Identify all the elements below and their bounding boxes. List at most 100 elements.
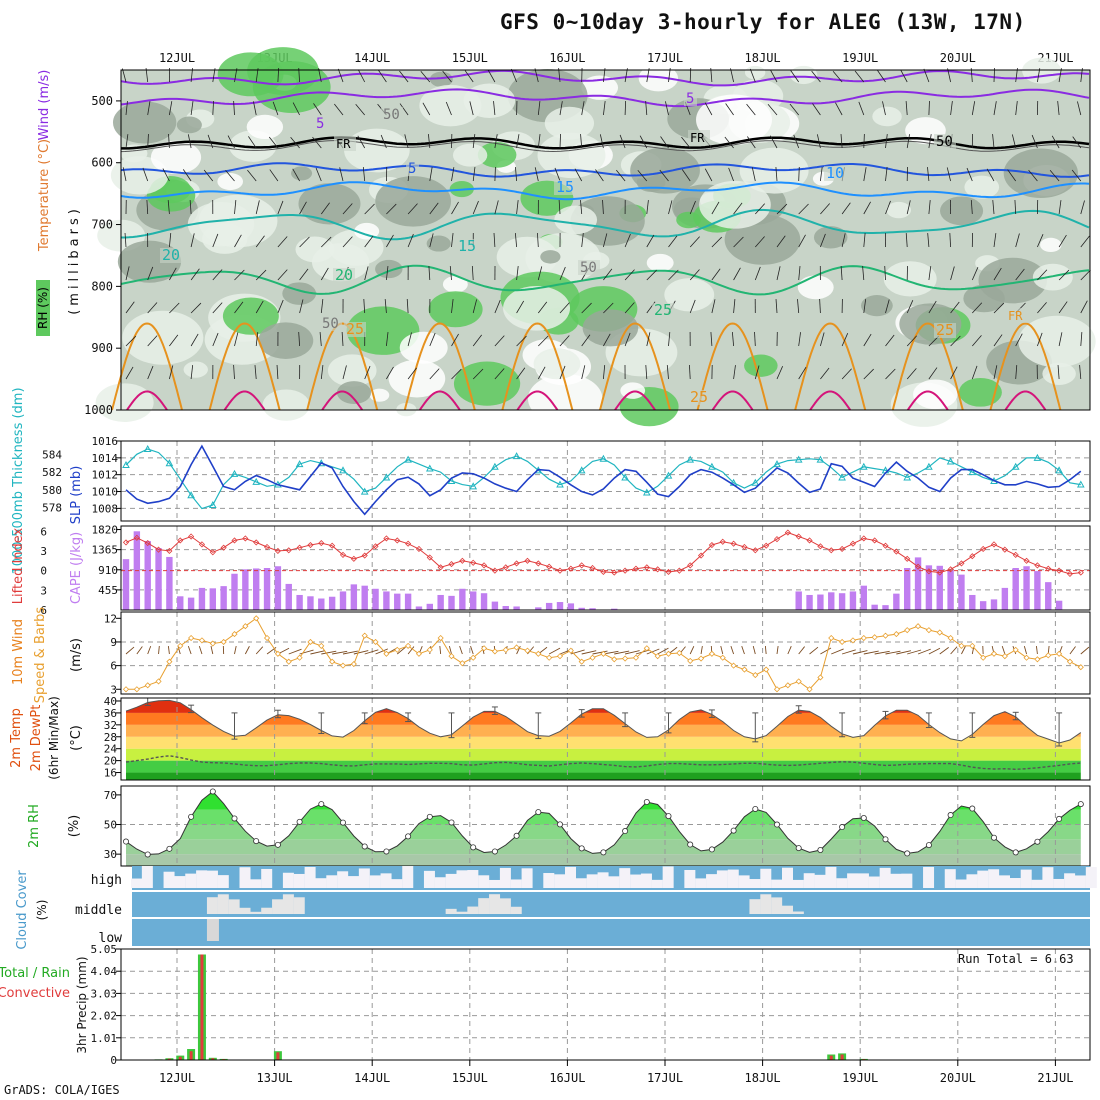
thickness-marker [469,482,478,490]
cape-bar [936,565,943,610]
wind-barb [510,68,517,83]
wind-barb [472,167,476,182]
temp-contour-25c [989,322,1062,411]
li-marker [188,533,195,540]
li-marker [980,545,987,553]
cloud-high-bar [478,875,490,888]
contour-label-bg [652,303,674,318]
rh-patch [537,132,606,179]
wind-barb-10m [939,647,949,655]
cloud-high-bar [391,879,403,888]
li-marker [383,535,390,542]
wind-speed-marker [882,632,889,639]
date-label-top: 16JUL [549,51,585,65]
wind-speed-marker [155,678,162,685]
wind-barb [1080,332,1083,347]
rh-marker [665,813,672,820]
cloud-high-bar [163,871,175,888]
date-label-top: 15JUL [452,51,488,65]
rh-unit-label: (%) [67,815,82,838]
cape-bar [426,603,433,610]
wind-barb [1058,301,1068,314]
wind-barb-10m [516,646,521,655]
wind-barb [746,103,756,116]
wind-barb [320,202,330,215]
wind-barb [1058,332,1063,347]
y-tick-label: 900 [91,341,113,355]
li-marker [513,560,520,567]
wind-barb [905,101,908,116]
wind-barb [429,202,439,215]
wind-barb [290,137,300,149]
cape-bar [394,593,401,610]
date-label-top: 17JUL [647,51,683,65]
wind-barb [624,233,631,248]
wind-barb [832,71,843,83]
thickness-marker [577,466,586,474]
rh-marker [470,844,477,851]
contour-label: 50 [383,107,400,123]
wind-barb [1080,269,1091,281]
li-marker [177,537,184,544]
wind-barb [863,201,871,215]
rh-patch [222,297,279,335]
cape-bar [459,588,466,610]
wind-barb [769,135,778,149]
wind-speed-marker [622,655,629,662]
rh-patch [503,285,571,331]
li-marker [1023,557,1030,564]
wind-barb [313,103,322,116]
li-tick-label: 3 [40,545,47,558]
temp-band [126,712,1081,725]
wind-barb [516,134,520,149]
temp-tick-label: 40 [104,695,117,708]
cloud-middle-bar [272,899,284,914]
wind-barb [793,134,800,149]
wind-barb [668,269,679,281]
thickness-marker [165,459,174,467]
date-label-bottom: 16JUL [549,1071,585,1085]
rh-marker [426,813,433,820]
cape-bar [328,596,336,610]
thickness-marker [512,452,521,460]
cloud-high-bar [326,875,338,888]
wind-barb [986,168,995,182]
temp-contour-30c [516,390,559,411]
wind-speed-marker [925,627,932,634]
wind-barb [776,203,788,215]
li-marker [947,566,954,573]
cape-bar [187,597,195,610]
li-marker [752,547,759,554]
wind-barb [731,332,734,347]
dewpoint-axis-label: 2m DewPt [29,705,44,772]
wind-barb [537,134,541,149]
contour-label: 20 [335,266,353,284]
wind-barb [169,101,173,116]
li-marker [622,567,629,574]
wind-barb [212,302,223,314]
cape-bar [871,604,878,610]
contour-label-bg [334,136,356,151]
wind-barb [537,266,543,281]
wind-barb [187,134,192,149]
cape-tick-label: 1365 [92,544,119,557]
wind-barb [854,70,865,83]
wind-barb [277,200,284,215]
wind-barb [554,167,561,182]
cape-bar [556,602,564,610]
wind-barb [993,302,1005,314]
date-label-bottom: 17JUL [647,1071,683,1085]
rh-marker [817,847,824,854]
wind-barb [364,203,375,215]
cloud-high-bar [337,871,349,888]
li-marker [361,552,368,559]
cloud-high-bar [695,878,707,888]
wind-barb [386,266,389,281]
contour-label-bg [688,390,710,405]
li-marker [502,564,509,571]
wind-barb-10m [342,650,358,655]
thickness-marker [968,468,977,476]
wind-speed-marker [437,634,444,642]
wind-barb [190,333,199,347]
contour-label: FR [690,131,705,145]
